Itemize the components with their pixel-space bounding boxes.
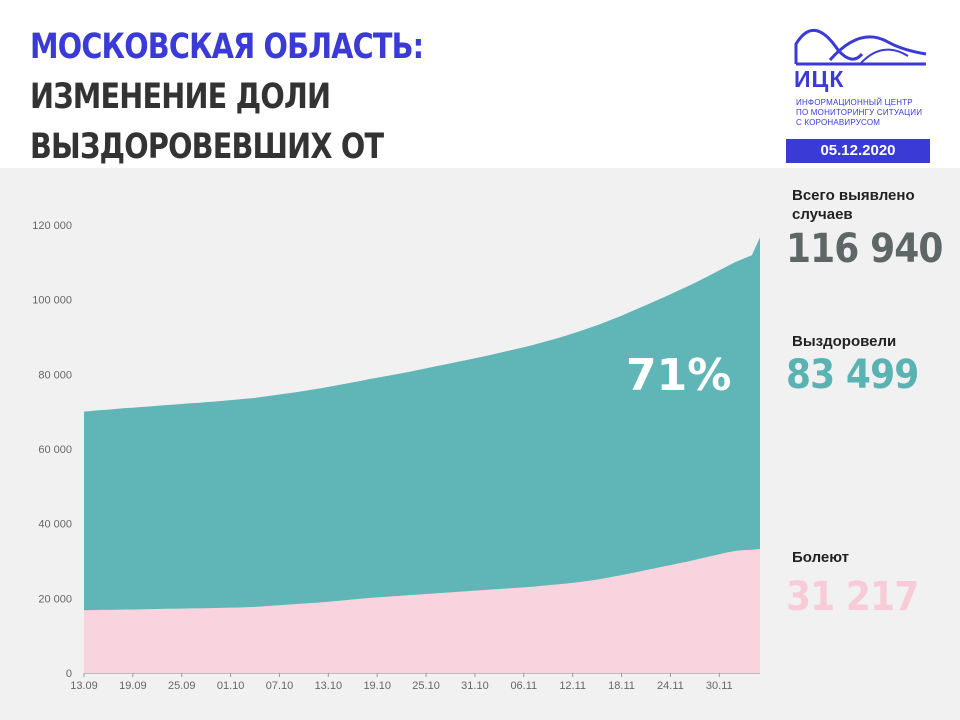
logo-subtitle-line: с коронавирусом <box>796 118 881 127</box>
x-tick-label: 13.10 <box>315 680 343 692</box>
recovered-share-label: 71% <box>626 350 732 401</box>
y-tick-label: 20 000 <box>38 593 72 605</box>
x-tick-label: 12.11 <box>559 680 586 692</box>
date-badge: 05.12.2020 <box>786 139 930 163</box>
x-tick-label: 19.09 <box>119 680 147 692</box>
logo: ИЦК Информационный центр по мониторингу … <box>790 20 940 127</box>
logo-name: ИЦК <box>794 66 845 92</box>
y-tick-label: 0 <box>66 668 72 680</box>
y-tick-label: 60 000 <box>38 444 72 456</box>
sick-label: Болеют <box>792 549 850 566</box>
x-tick-label: 31.10 <box>461 680 489 692</box>
stacked-area-chart: 0 20 000 40 000 60 000 80 000 100 000 120 000 1… <box>32 220 760 692</box>
x-tick-label: 07.10 <box>266 680 294 692</box>
header: Московская область: изменение доли выздо… <box>0 0 960 217</box>
x-tick-label: 30.11 <box>706 680 733 692</box>
x-tick-label: 25.10 <box>412 680 440 692</box>
logo-subtitle-line: Информационный центр <box>796 98 913 107</box>
area-series-sick <box>84 549 760 673</box>
y-tick-label: 40 000 <box>38 519 72 531</box>
y-tick-label: 80 000 <box>38 369 72 381</box>
recovered-label: Выздоровели <box>792 333 897 350</box>
area-series-recovered <box>84 237 760 611</box>
logo-subtitle: Информационный центр по мониторингу ситу… <box>796 98 946 128</box>
title-region: Московская область: <box>30 27 424 67</box>
x-tick-label: 06.11 <box>510 680 537 692</box>
y-tick-label: 100 000 <box>32 295 72 307</box>
x-tick-label: 24.11 <box>657 680 684 692</box>
total-cases-value: 116 940 <box>786 226 943 272</box>
recovered-value: 83 499 <box>786 352 919 398</box>
sick-value: 31 217 <box>786 574 919 620</box>
logo-subtitle-line: по мониторингу ситуации <box>796 108 923 117</box>
x-tick-label: 13.09 <box>70 680 98 692</box>
x-tick-label: 01.10 <box>217 680 245 692</box>
x-tick-label: 19.10 <box>363 680 391 692</box>
y-tick-label: 120 000 <box>32 220 72 232</box>
x-tick-label: 25.09 <box>168 680 196 692</box>
wave-arc-logo-icon <box>794 28 927 66</box>
total-cases-label: Всего выявлено случаев <box>792 187 915 223</box>
x-tick-label: 18.11 <box>608 680 635 692</box>
